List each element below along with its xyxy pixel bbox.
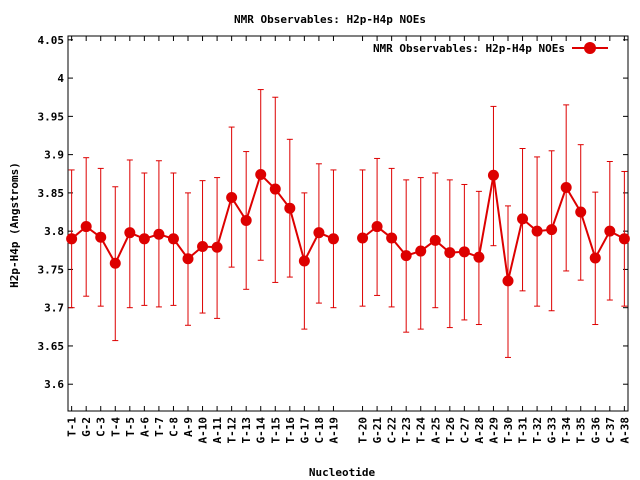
data-point <box>95 231 107 243</box>
x-tick-label: T-23 <box>400 417 413 444</box>
legend-marker <box>584 42 596 54</box>
x-tick-label: A-11 <box>211 417 224 444</box>
y-tick-label: 3.75 <box>38 263 65 276</box>
y-axis-ticks: 3.6 3.65 3.7 3.75 3.8 3.85 3.9 3.95 4 4.05 <box>38 34 628 391</box>
x-tick-label: A-38 <box>618 417 631 444</box>
data-point <box>226 191 238 203</box>
data-point <box>546 224 558 236</box>
x-tick-label: G-17 <box>298 417 311 444</box>
legend: NMR Observables: H2p-H4p NOEs <box>373 42 608 55</box>
data-point <box>80 221 92 233</box>
data-point <box>473 251 485 263</box>
x-tick-label: T-24 <box>415 417 428 444</box>
data-point <box>604 225 616 237</box>
data-point <box>327 233 339 245</box>
x-tick-label: T-30 <box>502 417 515 444</box>
x-tick-label: A-9 <box>182 417 195 437</box>
y-tick-label: 3.8 <box>44 225 64 238</box>
x-tick-label: G-33 <box>546 417 559 444</box>
x-tick-label: T-15 <box>269 417 282 444</box>
data-point <box>502 275 514 287</box>
x-axis-label: Nucleotide <box>309 466 376 479</box>
y-tick-label: 3.7 <box>44 302 64 315</box>
data-point <box>517 213 529 225</box>
series-layer <box>66 89 630 358</box>
data-point <box>313 227 325 239</box>
x-tick-label: T-31 <box>517 417 530 444</box>
x-tick-label: T-1 <box>66 417 79 437</box>
data-point <box>444 247 456 259</box>
x-tick-label: T-13 <box>240 417 253 444</box>
data-point <box>255 169 267 181</box>
x-tick-label: T-12 <box>226 417 239 444</box>
y-tick-label: 3.95 <box>38 110 65 123</box>
chart-title: NMR Observables: H2p-H4p NOEs <box>234 13 426 26</box>
data-point <box>560 182 572 194</box>
data-point <box>400 250 412 262</box>
y-tick-label: 4.05 <box>38 34 65 47</box>
x-tick-label: C-27 <box>458 417 471 444</box>
x-tick-label: G-21 <box>371 417 384 444</box>
data-point <box>487 169 499 181</box>
data-point <box>153 228 165 240</box>
data-point <box>386 232 398 244</box>
x-tick-label: T-16 <box>284 417 297 444</box>
x-tick-label: A-10 <box>197 417 210 444</box>
data-point <box>415 245 427 257</box>
x-tick-label: A-6 <box>138 417 151 437</box>
x-tick-label: A-25 <box>429 417 442 444</box>
data-point <box>211 241 223 253</box>
x-tick-label: T-7 <box>153 417 166 437</box>
data-point <box>531 225 543 237</box>
x-tick-label: C-8 <box>167 417 180 437</box>
x-tick-label: A-19 <box>327 417 340 444</box>
y-tick-label: 4 <box>57 72 64 85</box>
data-point <box>66 233 78 245</box>
x-tick-label: C-37 <box>604 417 617 444</box>
data-point <box>197 240 209 252</box>
data-point <box>357 232 369 244</box>
data-point <box>167 233 179 245</box>
x-tick-label: T-35 <box>575 417 588 444</box>
data-point <box>284 202 296 214</box>
data-point <box>269 183 281 195</box>
x-tick-label: C-22 <box>386 417 399 444</box>
data-point <box>589 252 601 264</box>
y-tick-label: 3.9 <box>44 149 64 162</box>
x-tick-label: T-34 <box>560 417 573 444</box>
data-point <box>240 214 252 226</box>
x-tick-label: T-4 <box>109 417 122 437</box>
x-axis-ticks: T-1 G-2 C-3 T-4 T-5 A-6 T-7 C-8 A-9 A-10 A-11 T-12 T… <box>66 36 631 444</box>
x-tick-label: T-32 <box>531 417 544 444</box>
data-point <box>429 234 441 246</box>
y-axis-label: H2p-H4p (Angstroms) <box>8 162 21 288</box>
legend-label: NMR Observables: H2p-H4p NOEs <box>373 42 565 55</box>
x-tick-label: T-20 <box>357 417 370 444</box>
x-tick-label: G-36 <box>589 417 602 444</box>
data-point <box>124 227 136 239</box>
x-tick-label: T-5 <box>124 417 137 437</box>
x-tick-label: C-18 <box>313 417 326 444</box>
x-tick-label: A-28 <box>473 417 486 444</box>
data-point <box>182 253 194 265</box>
x-tick-label: G-14 <box>255 417 268 444</box>
x-tick-label: G-2 <box>80 417 93 437</box>
data-point <box>298 255 310 267</box>
data-point <box>575 206 587 218</box>
data-point <box>618 233 630 245</box>
y-tick-label: 3.85 <box>38 187 65 200</box>
x-tick-label: A-29 <box>487 417 500 444</box>
y-tick-label: 3.65 <box>38 340 65 353</box>
data-point <box>109 257 121 269</box>
plot-frame <box>67 35 629 412</box>
y-tick-label: 3.6 <box>44 378 64 391</box>
x-tick-label: C-3 <box>95 417 108 437</box>
x-tick-label: T-26 <box>444 417 457 444</box>
data-point <box>458 246 470 258</box>
data-point <box>371 221 383 233</box>
data-point <box>138 233 150 245</box>
